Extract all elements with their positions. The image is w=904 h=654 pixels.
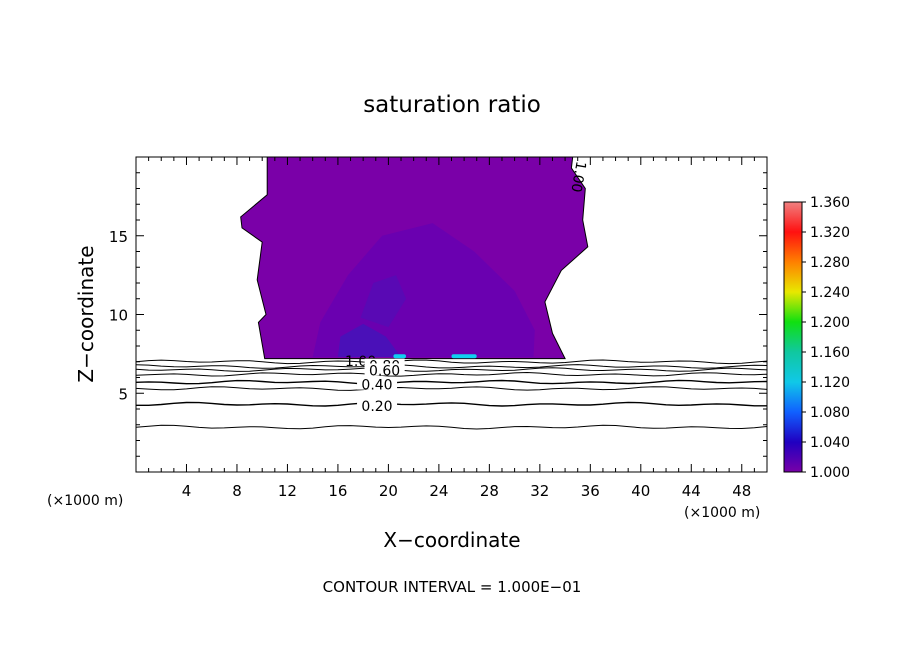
x-tick-label: 16 bbox=[328, 482, 347, 500]
plot-area: 1.000.800.600.400.201.00 bbox=[135, 156, 768, 430]
x-axis-label: X−coordinate bbox=[383, 528, 520, 552]
x-axis: 4 8 12 16 20 24 28 32 36 40 44 48 bbox=[148, 157, 755, 500]
y-tick-label: 10 bbox=[109, 307, 128, 325]
contour-label-top: 1.00 bbox=[567, 160, 588, 193]
colorbar-label: 1.360 bbox=[810, 195, 850, 211]
colorbar: 1.360 1.320 1.280 1.240 1.200 1.160 1.120 1.080… bbox=[783, 195, 850, 481]
x-unit-left: (×1000 m) bbox=[47, 493, 123, 509]
contour-label-bg-3 bbox=[364, 363, 405, 376]
contour-line-2 bbox=[135, 364, 768, 369]
y-tick-label: 15 bbox=[109, 228, 128, 246]
contour-line-3 bbox=[135, 367, 768, 372]
colorbar-label: 1.320 bbox=[810, 225, 850, 241]
colorbar-label: 1.160 bbox=[810, 345, 850, 361]
x-tick-label: 48 bbox=[732, 482, 751, 500]
y-axis: 5 10 15 bbox=[109, 172, 767, 457]
colorbar-label: 1.200 bbox=[810, 315, 850, 331]
contour-interval-note: CONTOUR INTERVAL = 1.000E−01 bbox=[323, 578, 582, 596]
contour-fill-1-03-upper bbox=[360, 275, 407, 328]
colorbar-label: 1.280 bbox=[810, 255, 850, 271]
x-tick-label: 20 bbox=[379, 482, 398, 500]
highlight-region-1 bbox=[393, 354, 406, 359]
contour-line-5 bbox=[135, 379, 768, 385]
colorbar-label: 1.120 bbox=[810, 375, 850, 391]
chart-title: saturation ratio bbox=[363, 92, 541, 118]
x-tick-label: 12 bbox=[278, 482, 297, 500]
x-tick-label: 28 bbox=[480, 482, 499, 500]
x-tick-label: 40 bbox=[631, 482, 650, 500]
contour-label-3: 0.60 bbox=[369, 363, 400, 379]
contour-fill-1-03 bbox=[337, 323, 401, 357]
contour-line-1 bbox=[135, 359, 768, 365]
x-tick-label: 8 bbox=[232, 482, 242, 500]
colorbar-label: 1.000 bbox=[810, 465, 850, 481]
x-tick-label: 4 bbox=[182, 482, 192, 500]
colorbar-label: 1.240 bbox=[810, 285, 850, 301]
contour-line-8 bbox=[135, 424, 768, 430]
contour-label-7: 0.20 bbox=[361, 399, 392, 415]
x-tick-label: 32 bbox=[530, 482, 549, 500]
contour-label-5: 0.40 bbox=[361, 378, 392, 394]
contour-line-4 bbox=[135, 371, 768, 377]
x-unit-right: (×1000 m) bbox=[684, 505, 760, 521]
x-tick-label: 24 bbox=[429, 482, 448, 500]
colorbar-label: 1.080 bbox=[810, 405, 850, 421]
x-tick-label: 36 bbox=[581, 482, 600, 500]
contour-line-6 bbox=[135, 386, 768, 391]
contour-fill-1-01 bbox=[312, 223, 535, 357]
contour-label-bg-7 bbox=[357, 398, 398, 411]
contour-line-7 bbox=[136, 401, 767, 407]
colorbar-scale bbox=[783, 201, 803, 473]
contour-label-bg-5 bbox=[357, 377, 398, 390]
colorbar-label: 1.040 bbox=[810, 435, 850, 451]
y-tick-label: 5 bbox=[118, 385, 128, 403]
x-tick-label: 44 bbox=[682, 482, 701, 500]
y-axis-label: Z−coordinate bbox=[74, 245, 98, 382]
highlight-region-2 bbox=[451, 354, 477, 359]
